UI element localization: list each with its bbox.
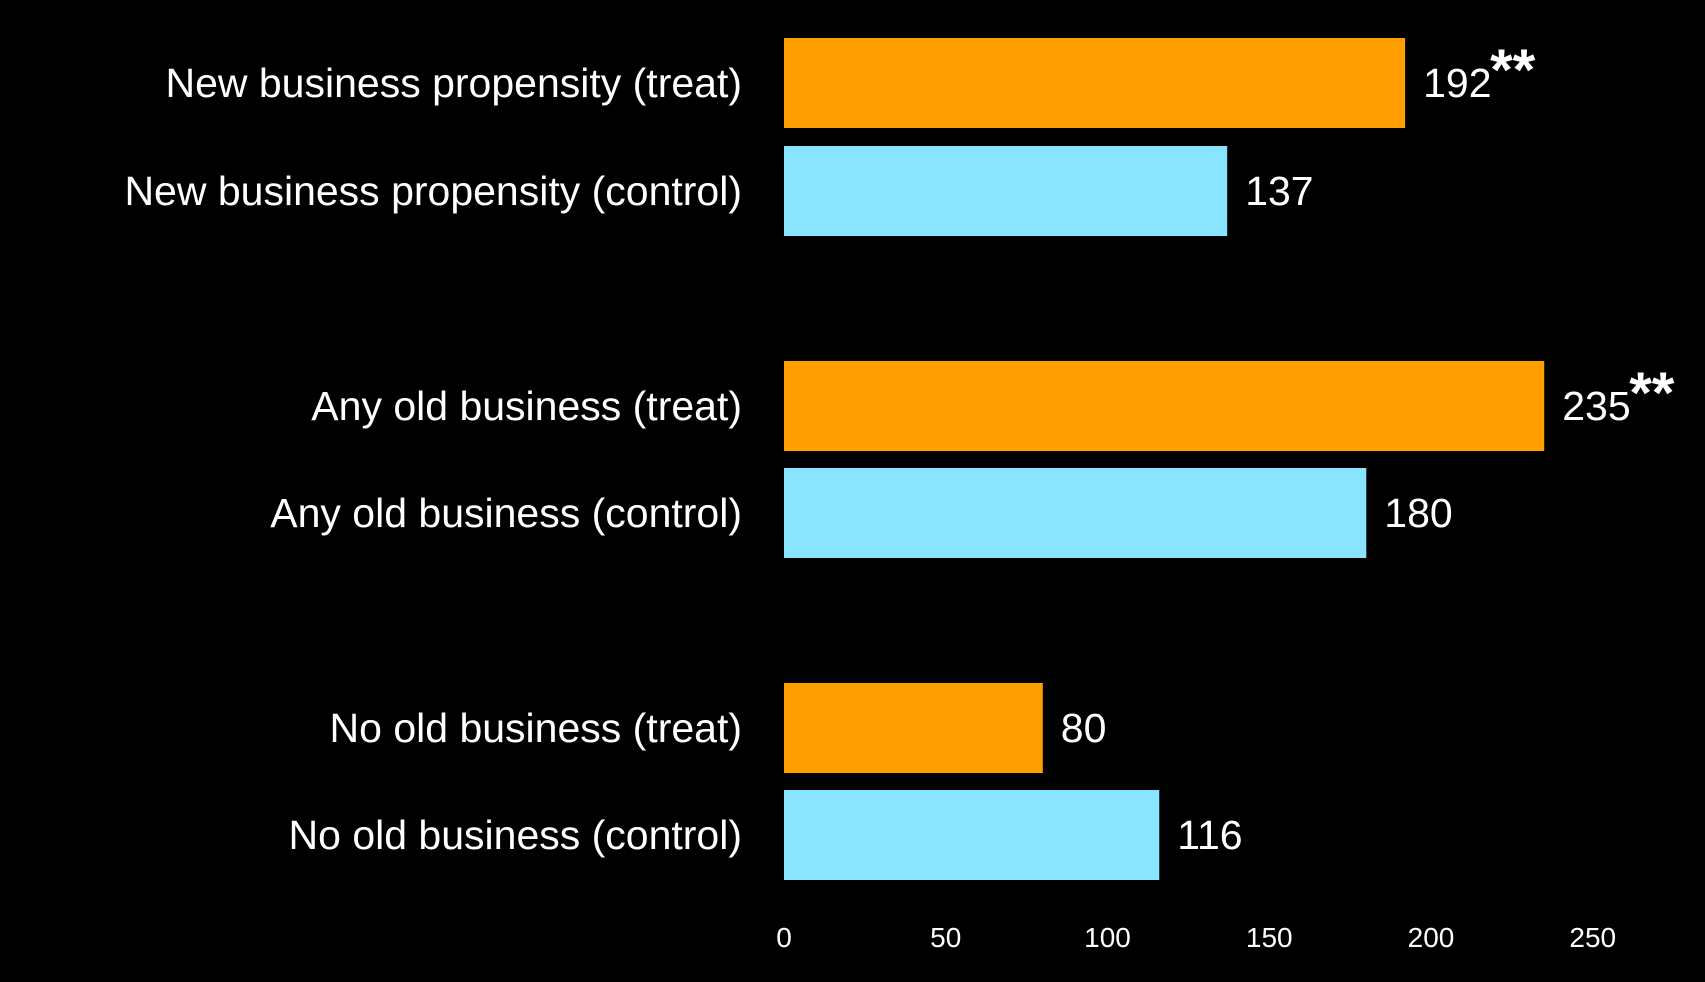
category-label: New business propensity (control) — [124, 168, 742, 214]
category-labels: New business propensity (treat) New busin… — [124, 60, 742, 858]
x-axis-ticks: 0 50 100 150 200 250 — [776, 922, 1616, 953]
value-label: 116 — [1177, 812, 1242, 858]
significance-marker: ** — [1629, 361, 1675, 426]
x-tick-label: 50 — [930, 922, 961, 953]
value-label: 235 — [1562, 383, 1630, 429]
bar — [784, 790, 1160, 880]
value-label: 80 — [1061, 705, 1107, 751]
value-label: 192 — [1423, 60, 1491, 106]
value-label: 137 — [1245, 168, 1313, 214]
category-label: New business propensity (treat) — [165, 60, 742, 106]
significance-marker: ** — [1490, 38, 1536, 103]
bar — [784, 146, 1228, 236]
x-tick-label: 250 — [1569, 922, 1616, 953]
bar — [784, 683, 1043, 773]
category-label: No old business (treat) — [330, 705, 742, 751]
bar — [784, 361, 1545, 451]
x-tick-label: 0 — [776, 922, 792, 953]
bar — [784, 38, 1406, 128]
x-tick-label: 150 — [1246, 922, 1293, 953]
x-tick-label: 200 — [1408, 922, 1455, 953]
value-labels: 192 137 235 180 80 116 — [1061, 60, 1631, 858]
category-label: Any old business (treat) — [311, 383, 742, 429]
bar — [784, 468, 1367, 558]
category-label: No old business (control) — [289, 812, 742, 858]
x-tick-label: 100 — [1084, 922, 1131, 953]
significance-markers: ** ** — [1490, 38, 1675, 426]
category-label: Any old business (control) — [270, 490, 742, 536]
bars — [784, 38, 1545, 880]
value-label: 180 — [1384, 490, 1452, 536]
